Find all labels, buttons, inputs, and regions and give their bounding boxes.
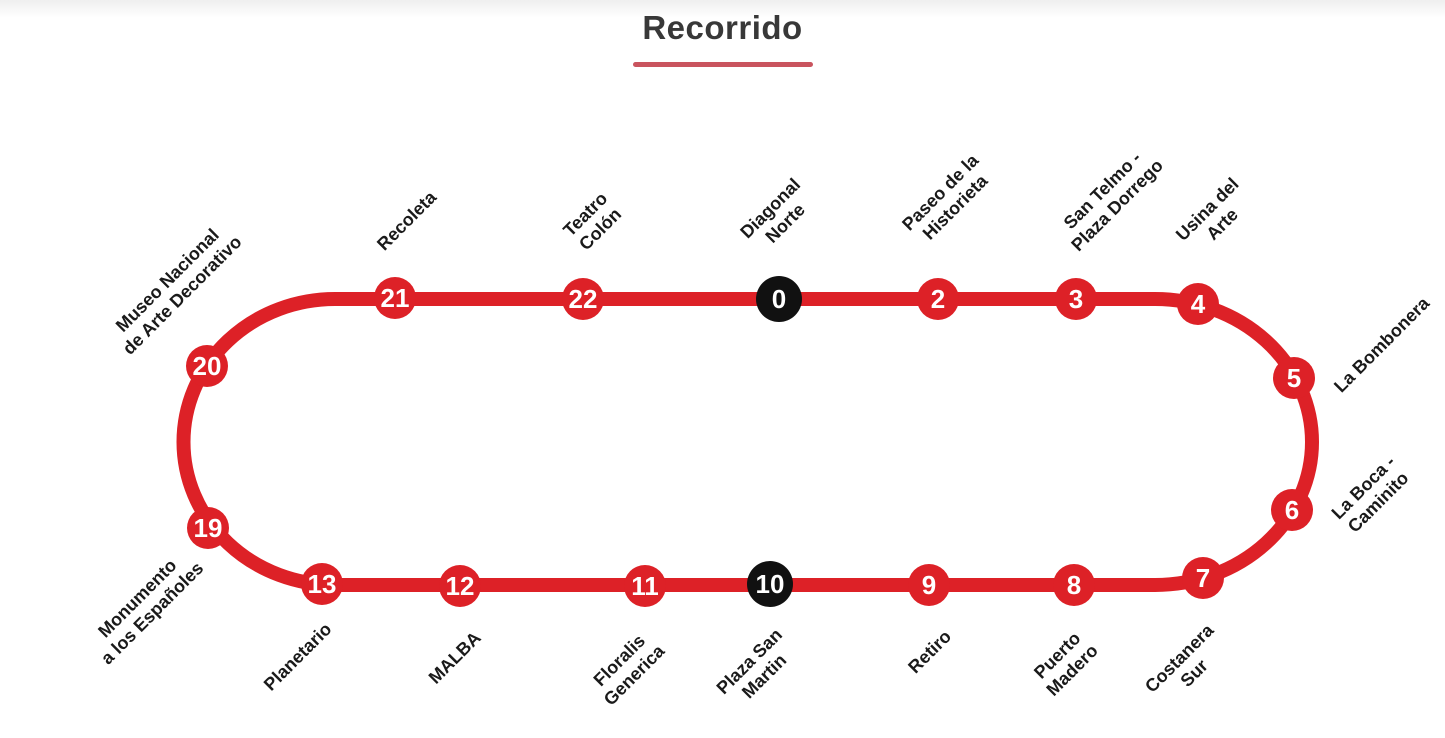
stop-number-22: 22	[569, 284, 598, 314]
stop-marker-2	[917, 278, 959, 320]
stop-number-2: 2	[931, 284, 945, 314]
stop-marker-13	[301, 563, 343, 605]
stop-number-13: 13	[308, 569, 337, 599]
stop-marker-4	[1177, 283, 1219, 325]
stop-marker-8	[1053, 564, 1095, 606]
stops-layer: 0 2 3 4 5 6 7 8 9 10 11 12 13 19 20 21 22	[186, 276, 1315, 607]
stop-marker-20	[186, 345, 228, 387]
stop-number-3: 3	[1069, 284, 1083, 314]
stop-marker-7	[1182, 557, 1224, 599]
stop-marker-5	[1273, 357, 1315, 399]
stop-marker-0	[756, 276, 802, 322]
stop-number-10: 10	[756, 569, 785, 599]
stop-marker-12	[439, 565, 481, 607]
route-line	[176, 292, 1319, 592]
page-title: Recorrido	[642, 9, 803, 46]
stop-marker-6	[1271, 489, 1313, 531]
title-underline	[632, 62, 813, 67]
stop-number-8: 8	[1067, 570, 1081, 600]
stop-marker-3	[1055, 278, 1097, 320]
stop-marker-22	[562, 278, 604, 320]
stop-marker-11	[624, 565, 666, 607]
stop-number-4: 4	[1191, 289, 1206, 319]
stop-marker-10	[747, 561, 793, 607]
stop-number-20: 20	[193, 351, 222, 381]
stop-number-21: 21	[381, 283, 410, 313]
stop-number-9: 9	[922, 570, 936, 600]
stop-number-0: 0	[772, 284, 786, 314]
stop-marker-9	[908, 564, 950, 606]
header: Recorrido	[0, 0, 1445, 67]
stop-number-7: 7	[1196, 563, 1210, 593]
stop-number-12: 12	[446, 571, 475, 601]
stop-number-6: 6	[1285, 495, 1299, 525]
stop-number-11: 11	[631, 571, 659, 601]
stop-marker-21	[374, 277, 416, 319]
stop-number-5: 5	[1287, 363, 1301, 393]
stop-number-19: 19	[194, 513, 223, 543]
stop-marker-19	[187, 507, 229, 549]
